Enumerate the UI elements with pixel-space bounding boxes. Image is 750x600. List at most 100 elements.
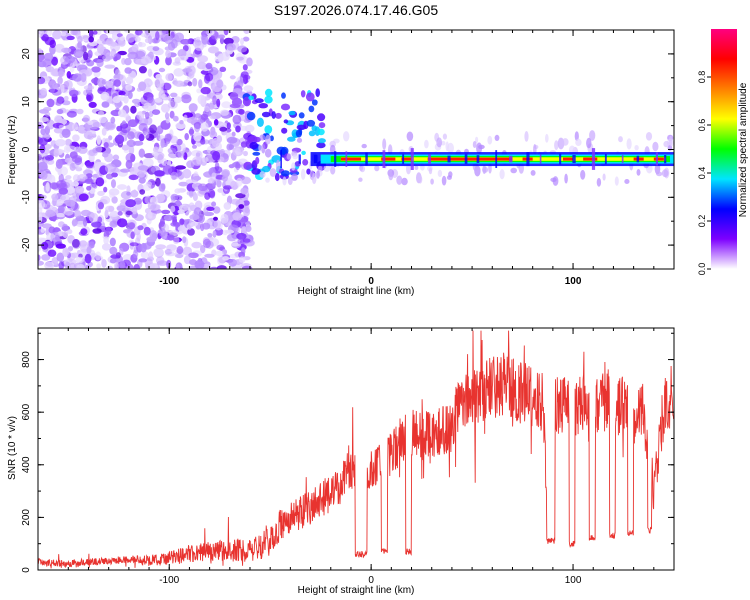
- noise-blob: [229, 92, 239, 101]
- noise-blob: [236, 177, 243, 187]
- noise-blob: [213, 216, 218, 221]
- noise-blob: [158, 228, 166, 237]
- noise-blob: [127, 91, 133, 99]
- colorbar-tick-label: 0.6: [697, 119, 707, 132]
- transition-blob: [318, 122, 326, 129]
- noise-blob: [152, 109, 161, 115]
- noise-blob: [58, 261, 64, 269]
- noise-blob: [216, 180, 222, 188]
- noise-blob: [72, 134, 80, 142]
- noise-blob: [44, 154, 55, 161]
- spectrogram-marks: [38, 30, 674, 269]
- transition-blob: [306, 119, 316, 127]
- spectrogram-xtick-label: 100: [565, 276, 582, 287]
- carrier-peak-segment: [653, 157, 664, 161]
- spectrogram-ytick-label: 0: [21, 146, 32, 152]
- noise-blob: [206, 206, 215, 211]
- noise-blob: [170, 171, 179, 180]
- carrier-spread-blob: [382, 138, 387, 150]
- noise-blob: [109, 246, 118, 255]
- transition-blob: [305, 92, 315, 102]
- carrier-spread-blob: [624, 179, 630, 184]
- noise-blob: [207, 178, 215, 184]
- noise-blob: [38, 53, 45, 62]
- carrier-streak: [334, 151, 337, 167]
- spectrogram-xtick-label: 0: [368, 276, 374, 287]
- noise-blob: [140, 32, 147, 38]
- noise-blob: [189, 190, 194, 198]
- carrier-spread-blob: [374, 164, 380, 172]
- noise-blob: [138, 81, 147, 91]
- noise-blob: [134, 36, 141, 43]
- noise-blob: [242, 238, 251, 243]
- noise-blob: [138, 258, 148, 263]
- noise-blob: [40, 228, 45, 233]
- noise-blob: [101, 259, 107, 268]
- noise-blob: [142, 183, 152, 191]
- noise-blob: [44, 261, 55, 269]
- carrier-peak-segment: [562, 157, 574, 161]
- noise-blob: [117, 211, 123, 216]
- noise-blob: [71, 155, 83, 163]
- noise-blob: [114, 134, 125, 145]
- snr-series-line: [38, 330, 674, 569]
- noise-blob: [101, 127, 107, 136]
- noise-blob: [163, 34, 174, 45]
- noise-blob: [56, 252, 65, 262]
- noise-blob: [223, 30, 229, 36]
- carrier-spread-blob: [414, 165, 419, 170]
- noise-blob: [243, 150, 248, 157]
- noise-blob: [51, 56, 58, 66]
- carrier-spread-blob: [586, 137, 592, 149]
- snr-ylabel: SNR (10 * v/v): [7, 416, 18, 480]
- noise-blob: [130, 153, 136, 163]
- noise-blob: [136, 111, 145, 121]
- noise-blob: [38, 30, 44, 38]
- carrier-spread-blob: [652, 141, 659, 152]
- noise-blob: [194, 259, 205, 269]
- noise-blob: [187, 228, 195, 236]
- noise-blob: [149, 124, 158, 134]
- noise-blob: [223, 185, 233, 190]
- carrier-spread-blob: [554, 140, 559, 151]
- noise-blob: [111, 179, 116, 189]
- carrier-spread-blob: [428, 167, 433, 175]
- noise-blob: [143, 102, 152, 112]
- noise-blob: [123, 95, 129, 104]
- carrier-spread-blob: [626, 138, 632, 150]
- noise-blob: [88, 212, 99, 223]
- noise-blob: [75, 256, 84, 264]
- noise-blob: [138, 169, 146, 178]
- noise-blob: [60, 32, 67, 37]
- noise-blob: [235, 161, 241, 171]
- carrier-spread-blob: [589, 130, 596, 141]
- transition-blob: [248, 135, 258, 145]
- carrier-streak: [621, 155, 624, 163]
- carrier-spread-blob: [618, 136, 623, 143]
- noise-blob: [161, 93, 167, 100]
- carrier-streak: [636, 155, 640, 163]
- noise-blob: [121, 144, 130, 151]
- noise-blob: [119, 36, 126, 41]
- carrier-streak: [410, 148, 414, 170]
- noise-blob: [55, 234, 60, 241]
- noise-blob: [227, 234, 232, 239]
- transition-blob: [281, 92, 286, 99]
- noise-blob: [103, 186, 108, 193]
- snr-ytick-label: 200: [21, 509, 32, 526]
- carrier-spread-blob: [441, 175, 447, 186]
- snr-ytick-label: 800: [21, 351, 32, 368]
- noise-blob: [138, 123, 148, 132]
- noise-blob: [200, 86, 211, 95]
- noise-blob: [165, 49, 172, 58]
- noise-blob: [145, 111, 150, 120]
- carrier-spread-blob: [358, 177, 363, 182]
- noise-blob: [173, 32, 185, 43]
- noise-blob: [147, 68, 153, 78]
- noise-blob: [161, 30, 167, 36]
- noise-blob: [213, 219, 222, 229]
- noise-blob: [116, 125, 123, 132]
- transition-blob: [296, 124, 307, 130]
- noise-blob: [172, 236, 180, 245]
